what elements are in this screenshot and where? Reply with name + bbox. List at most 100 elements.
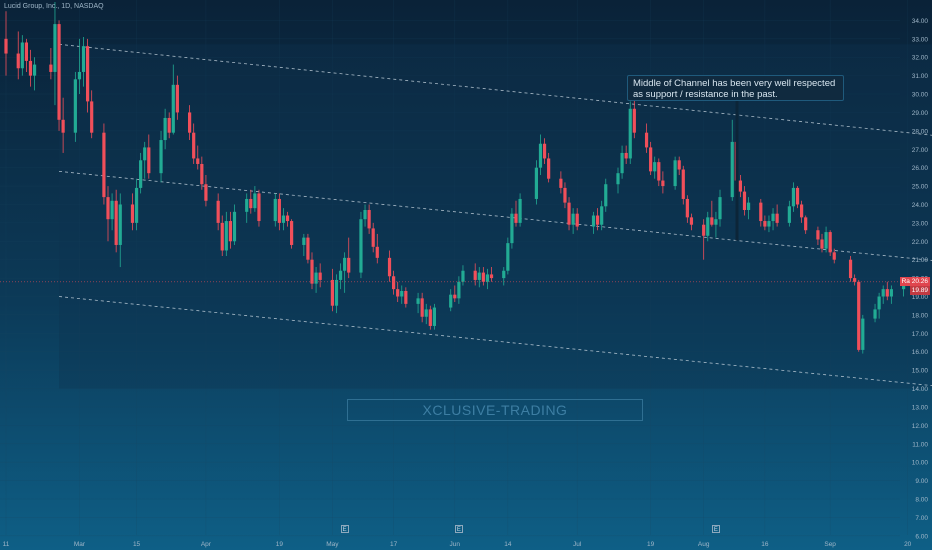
candle-10 — [73, 71, 77, 142]
candle-106 — [644, 123, 649, 153]
candle-119 — [714, 211, 718, 238]
candle-49 — [302, 233, 306, 257]
y-tick-label-18: 16.00 — [912, 349, 929, 356]
candle-46 — [281, 208, 286, 231]
candle-110 — [661, 171, 665, 194]
y-tick-label-21: 13.00 — [912, 404, 929, 411]
candle-126 — [759, 198, 763, 227]
candle-90 — [542, 138, 547, 164]
candles — [4, 2, 906, 354]
candle-57 — [343, 252, 347, 293]
y-tick-label-0: 34.00 — [912, 18, 929, 25]
y-tick-label-3: 31.00 — [912, 73, 929, 80]
candle-124 — [742, 186, 747, 216]
x-tick-label-2: 15 — [133, 541, 141, 548]
y-tick-label-20: 14.00 — [912, 386, 929, 393]
candle-100 — [604, 178, 608, 212]
candle-20 — [130, 193, 135, 231]
y-tick-label-24: 10.00 — [912, 460, 929, 467]
candle-86 — [514, 200, 518, 227]
annotation-callout[interactable]: Middle of Channel has been very well res… — [627, 75, 844, 101]
candle-40 — [245, 193, 249, 223]
candle-58 — [347, 237, 351, 279]
earnings-marker-1[interactable]: E — [454, 525, 463, 533]
x-tick-label-7: Jun — [450, 541, 461, 548]
candle-102 — [620, 145, 624, 179]
y-tick-label-12: 22.00 — [912, 239, 929, 246]
candle-143 — [857, 279, 861, 352]
x-tick-label-5: May — [326, 541, 339, 548]
candle-26 — [163, 108, 167, 150]
candle-133 — [795, 186, 800, 209]
candle-81 — [485, 268, 490, 290]
candle-44 — [273, 193, 277, 227]
candle-142 — [853, 274, 857, 286]
candle-136 — [816, 226, 820, 245]
candle-145 — [873, 303, 877, 323]
candle-60 — [363, 204, 367, 227]
candle-76 — [457, 276, 461, 304]
candle-53 — [318, 263, 322, 288]
channel-line-lower — [58, 296, 932, 387]
candle-7 — [53, 2, 57, 106]
time-axis[interactable]: 11Mar15Apr19May17Jun14Jul19Aug16Sep20Oct… — [3, 541, 932, 548]
candle-16 — [106, 186, 110, 242]
candle-128 — [767, 215, 771, 233]
candle-149 — [889, 285, 893, 304]
y-tick-label-4: 30.00 — [912, 92, 929, 99]
candle-68 — [404, 287, 408, 308]
candle-79 — [477, 267, 481, 288]
candle-71 — [424, 303, 428, 325]
candle-92 — [559, 171, 563, 194]
y-tick-label-8: 26.00 — [912, 165, 929, 172]
y-tick-label-19: 15.00 — [912, 368, 929, 375]
secondary-price-badge: 19.89 — [909, 286, 930, 296]
y-tick-label-23: 11.00 — [912, 441, 928, 448]
candle-33 — [200, 156, 204, 190]
x-tick-label-10: 19 — [647, 541, 655, 548]
candle-146 — [877, 292, 881, 319]
candle-132 — [791, 182, 796, 212]
y-tick-label-11: 23.00 — [912, 220, 929, 227]
candle-39 — [232, 204, 237, 245]
earnings-marker-2[interactable]: E — [711, 525, 720, 533]
candle-118 — [710, 200, 714, 227]
candle-87 — [518, 193, 522, 227]
x-tick-label-8: 14 — [504, 541, 512, 548]
candle-22 — [139, 152, 143, 194]
grid — [0, 0, 908, 537]
candle-56 — [338, 263, 343, 290]
candle-52 — [314, 267, 318, 293]
candle-17 — [110, 193, 114, 231]
candle-89 — [538, 134, 543, 176]
candle-34 — [204, 175, 208, 207]
candle-104 — [628, 101, 632, 164]
candle-37 — [224, 211, 228, 257]
y-tick-label-2: 32.00 — [912, 55, 929, 62]
candle-75 — [453, 285, 457, 303]
candle-51 — [310, 252, 314, 290]
candle-66 — [396, 281, 400, 303]
candle-9 — [61, 97, 65, 153]
y-tick-label-10: 24.00 — [912, 202, 929, 209]
candle-80 — [481, 267, 485, 286]
candle-120 — [718, 189, 722, 227]
candle-45 — [277, 193, 281, 231]
candle-61 — [367, 204, 371, 234]
candle-101 — [616, 167, 620, 194]
candle-13 — [86, 38, 90, 113]
candle-107 — [649, 141, 653, 176]
candle-0 — [4, 11, 8, 76]
candle-21 — [134, 178, 139, 231]
candle-15 — [102, 123, 106, 205]
candle-94 — [567, 197, 571, 231]
candle-25 — [159, 130, 163, 183]
y-tick-label-26: 8.00 — [915, 496, 928, 503]
candle-139 — [828, 230, 832, 257]
candle-88 — [534, 160, 538, 205]
candle-84 — [506, 237, 510, 275]
y-tick-label-15: 19.00 — [912, 294, 929, 301]
candle-3 — [24, 38, 28, 72]
earnings-marker-0[interactable]: E — [340, 525, 349, 533]
